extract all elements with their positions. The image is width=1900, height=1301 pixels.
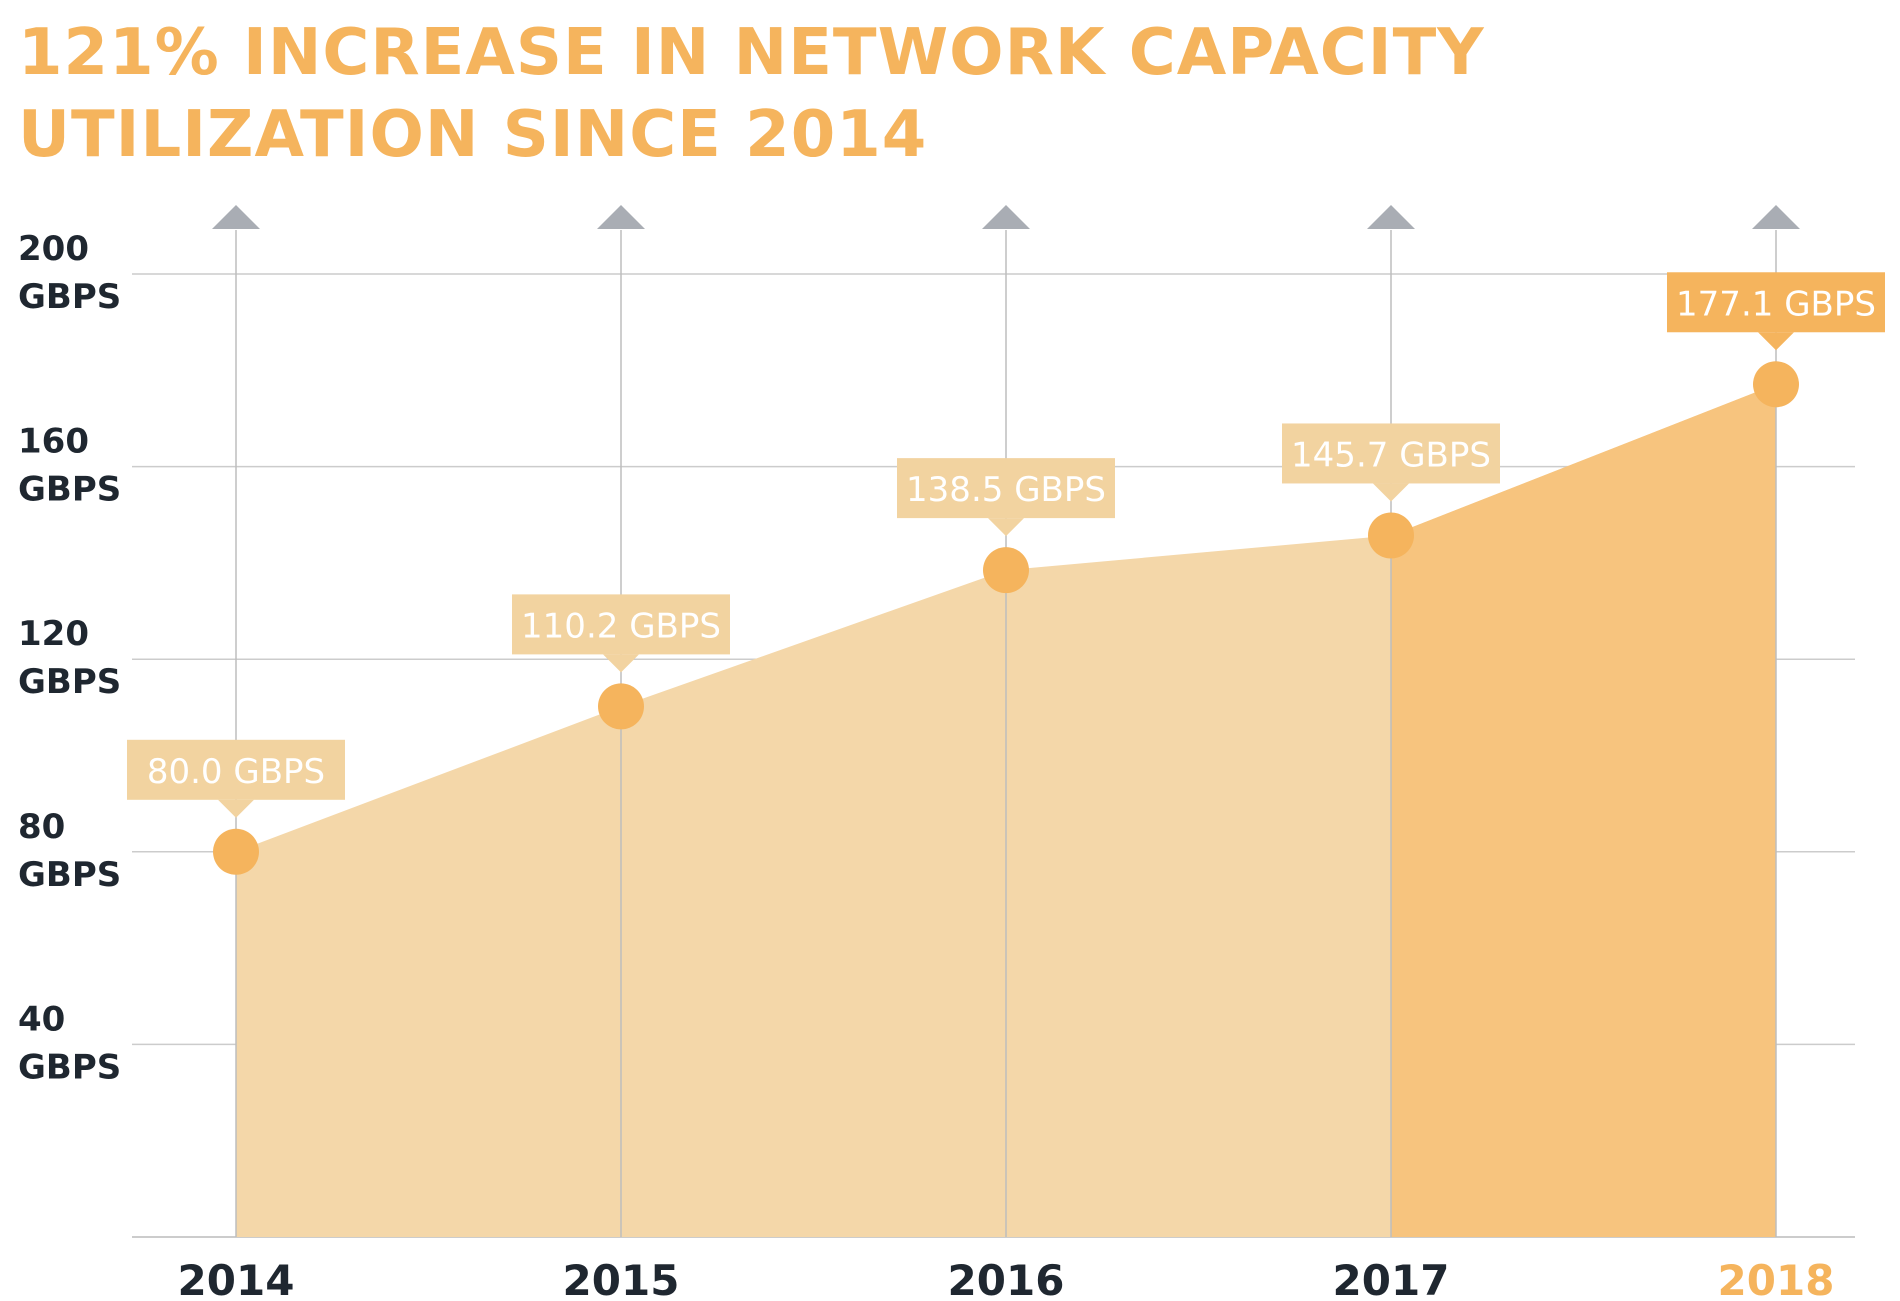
- data-label-2015: 110.2 GBPS: [521, 606, 721, 646]
- arrow-up-icon: [982, 205, 1030, 229]
- data-label-pointer-2017: [1373, 483, 1409, 502]
- arrow-up-icon: [1367, 205, 1415, 229]
- data-label-pointer-2018: [1758, 332, 1794, 351]
- data-label-pointer-2014: [218, 799, 254, 818]
- area-fill-highlight: [1391, 384, 1776, 1237]
- chart-title-line-2: UTILIZATION SINCE 2014: [18, 98, 928, 172]
- data-label-box-2015: [512, 594, 730, 655]
- arrow-up-icon: [212, 205, 260, 229]
- data-label-2014: 80.0 GBPS: [147, 752, 325, 792]
- x-tick-label-2018: 2018: [1718, 1256, 1835, 1301]
- data-point-2016: [983, 547, 1029, 594]
- y-tick-unit-80: GBPS: [18, 855, 121, 895]
- y-tick-value-40: 40: [18, 999, 65, 1039]
- data-label-pointer-2016: [988, 518, 1024, 537]
- arrow-up-icon: [1752, 205, 1800, 229]
- y-tick-unit-40: GBPS: [18, 1047, 121, 1087]
- data-point-2015: [598, 683, 644, 730]
- y-tick-value-120: 120: [18, 614, 89, 654]
- x-tick-label-2014: 2014: [178, 1256, 295, 1301]
- chart-title: 121% INCREASE IN NETWORK CAPACITY UTILIZ…: [18, 12, 1485, 176]
- data-point-2018: [1753, 361, 1799, 408]
- data-point-2017: [1368, 512, 1414, 559]
- arrow-up-icon: [597, 205, 645, 229]
- y-tick-unit-160: GBPS: [18, 470, 121, 510]
- data-label-pointer-2015: [603, 654, 639, 673]
- data-label-box-2018: [1667, 272, 1885, 333]
- data-label-2016: 138.5 GBPS: [906, 470, 1106, 510]
- y-tick-unit-120: GBPS: [18, 662, 121, 702]
- chart-title-line-1: 121% INCREASE IN NETWORK CAPACITY: [18, 16, 1485, 90]
- y-tick-unit-200: GBPS: [18, 277, 121, 317]
- data-label-box-2017: [1282, 423, 1500, 484]
- x-tick-label-2016: 2016: [948, 1256, 1065, 1301]
- data-point-2014: [213, 828, 259, 875]
- data-label-2018: 177.1 GBPS: [1676, 284, 1876, 324]
- y-tick-value-200: 200: [18, 229, 89, 269]
- y-tick-value-160: 160: [18, 422, 89, 462]
- x-tick-label-2017: 2017: [1333, 1256, 1450, 1301]
- y-tick-value-80: 80: [18, 807, 65, 847]
- data-label-box-2014: [127, 739, 345, 800]
- data-label-2017: 145.7 GBPS: [1291, 435, 1491, 475]
- x-tick-label-2015: 2015: [563, 1256, 680, 1301]
- data-label-box-2016: [897, 458, 1115, 519]
